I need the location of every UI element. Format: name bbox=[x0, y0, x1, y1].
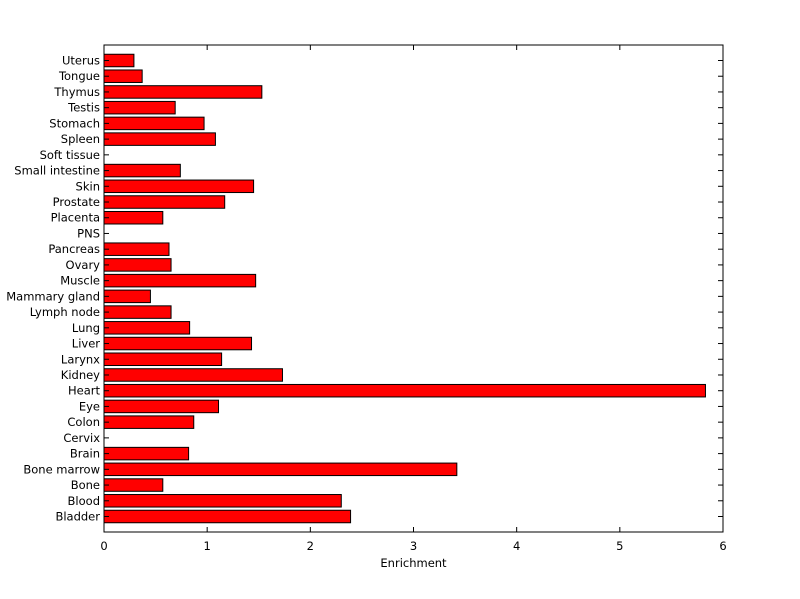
bar-pancreas bbox=[103, 242, 170, 256]
bar-small-intestine bbox=[103, 163, 181, 178]
y-tick-label-uterus: Uterus bbox=[62, 54, 100, 68]
bar-blood bbox=[103, 494, 342, 508]
bar-testis bbox=[103, 100, 176, 115]
y-tick-label-testis: Testis bbox=[67, 101, 100, 115]
x-tick-label-3: 3 bbox=[410, 539, 417, 553]
y-tick-label-soft-tissue: Soft tissue bbox=[40, 148, 100, 162]
bar-muscle bbox=[103, 273, 257, 288]
bar-thymus bbox=[103, 85, 263, 99]
bar-brain bbox=[103, 446, 190, 461]
bar-bladder bbox=[103, 509, 352, 524]
y-tick-label-small-intestine: Small intestine bbox=[14, 164, 100, 178]
bar-spleen bbox=[103, 132, 216, 146]
bar-liver bbox=[103, 336, 253, 351]
y-tick-label-prostate: Prostate bbox=[53, 195, 100, 209]
bar-tongue bbox=[103, 69, 143, 83]
y-tick-label-spleen: Spleen bbox=[61, 132, 100, 146]
y-tick-label-lymph-node: Lymph node bbox=[30, 305, 100, 319]
y-tick-label-brain: Brain bbox=[70, 447, 100, 461]
y-tick-label-larynx: Larynx bbox=[61, 352, 100, 366]
y-tick-label-mammary-gland: Mammary gland bbox=[6, 289, 100, 303]
x-tick-label-2: 2 bbox=[307, 539, 314, 553]
y-tick-label-muscle: Muscle bbox=[60, 274, 100, 288]
y-tick-label-ovary: Ovary bbox=[66, 258, 101, 272]
y-tick-label-colon: Colon bbox=[67, 415, 100, 429]
bar-skin bbox=[103, 179, 255, 194]
y-tick-label-bladder: Bladder bbox=[55, 510, 100, 524]
bar-prostate bbox=[103, 195, 226, 209]
x-axis-label: Enrichment bbox=[380, 556, 447, 570]
bar-stomach bbox=[103, 116, 205, 131]
x-tick-label-6: 6 bbox=[719, 539, 726, 553]
y-tick-label-placenta: Placenta bbox=[51, 211, 100, 225]
x-tick-label-4: 4 bbox=[513, 539, 520, 553]
bar-ovary bbox=[103, 258, 172, 272]
y-tick-label-liver: Liver bbox=[72, 337, 100, 351]
bar-colon bbox=[103, 415, 195, 429]
y-tick-label-cervix: Cervix bbox=[63, 431, 100, 445]
x-tick-label-1: 1 bbox=[204, 539, 211, 553]
y-tick-label-blood: Blood bbox=[68, 494, 100, 508]
y-tick-label-bone-marrow: Bone marrow bbox=[23, 462, 100, 476]
bar-placenta bbox=[103, 210, 164, 225]
bar-eye bbox=[103, 399, 220, 414]
x-tick-label-0: 0 bbox=[100, 539, 107, 553]
plot-frame bbox=[103, 44, 724, 533]
y-tick-label-eye: Eye bbox=[79, 399, 100, 413]
plot-area bbox=[104, 45, 723, 532]
y-tick-label-lung: Lung bbox=[72, 321, 100, 335]
bar-heart bbox=[103, 383, 706, 398]
bar-lung bbox=[103, 321, 191, 335]
bar-mammary-gland bbox=[103, 289, 151, 304]
bar-bone bbox=[103, 478, 164, 492]
y-tick-label-bone: Bone bbox=[71, 478, 100, 492]
y-tick-label-tongue: Tongue bbox=[58, 69, 100, 83]
y-tick-label-pancreas: Pancreas bbox=[48, 242, 100, 256]
x-axis-ticks: 0 1 2 3 4 5 6 bbox=[100, 45, 727, 553]
y-tick-label-heart: Heart bbox=[68, 384, 100, 398]
bar-lymph-node bbox=[103, 305, 172, 319]
bar-larynx bbox=[103, 352, 223, 367]
x-tick-label-5: 5 bbox=[616, 539, 623, 553]
y-tick-label-stomach: Stomach bbox=[49, 116, 100, 130]
y-tick-label-pns: PNS bbox=[77, 226, 100, 240]
y-tick-label-skin: Skin bbox=[76, 179, 100, 193]
bar-kidney bbox=[103, 368, 283, 382]
bar-bone-marrow bbox=[103, 462, 458, 477]
y-tick-label-thymus: Thymus bbox=[53, 85, 100, 99]
y-tick-label-kidney: Kidney bbox=[61, 368, 100, 382]
